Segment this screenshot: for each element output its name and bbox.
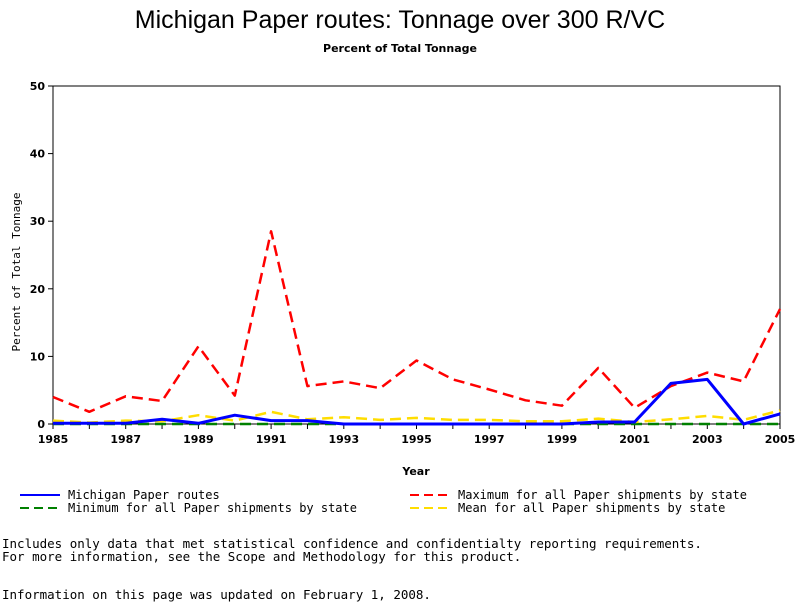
legend-item-mean: Mean for all Paper shipments by state xyxy=(410,501,725,515)
series-layer xyxy=(52,230,782,426)
y-tick-label: 20 xyxy=(30,283,46,296)
x-axis: 1985 1987 1989 1991 1993 1995 1997 1999 2001 2003… xyxy=(38,424,796,446)
legend-item-minimum: Minimum for all Paper shipments by state xyxy=(20,501,357,515)
footnote-methodology: For more information, see the Scope and … xyxy=(2,549,522,564)
x-tick-label: 1987 xyxy=(110,433,141,446)
y-tick-label: 50 xyxy=(30,80,46,93)
legend-label: Mean for all Paper shipments by state xyxy=(458,501,726,515)
legend-swatch xyxy=(410,507,450,509)
footnote-confidence: Includes only data that met statistical … xyxy=(2,536,702,551)
legend-swatch xyxy=(410,494,450,496)
x-tick-label: 1993 xyxy=(328,433,359,446)
y-axis: 0 10 20 30 40 50 xyxy=(30,80,53,431)
x-tick-label: 1997 xyxy=(474,433,505,446)
legend-item-maximum: Maximum for all Paper shipments by state xyxy=(410,488,747,502)
legend-swatch xyxy=(20,494,60,496)
y-tick-label: 40 xyxy=(30,148,46,161)
y-axis-label: Percent of Total Tonnage xyxy=(10,193,23,352)
legend-swatch xyxy=(20,507,60,509)
chart-title: Michigan Paper routes: Tonnage over 300 … xyxy=(134,6,666,34)
legend-label: Michigan Paper routes xyxy=(68,488,220,502)
plot-area-frame xyxy=(52,85,781,425)
legend-label: Minimum for all Paper shipments by state xyxy=(68,501,357,515)
x-tick-label: 1991 xyxy=(256,433,287,446)
x-tick-label: 1989 xyxy=(183,433,214,446)
y-tick-label: 10 xyxy=(30,350,46,363)
x-tick-label: 2005 xyxy=(765,433,796,446)
x-axis-label: Year xyxy=(401,465,430,478)
legend-item-michigan: Michigan Paper routes xyxy=(20,488,220,502)
x-tick-label: 1985 xyxy=(38,433,69,446)
x-tick-label: 2003 xyxy=(692,433,723,446)
y-tick-label: 0 xyxy=(37,418,45,431)
series-line-1 xyxy=(52,230,782,414)
footnote-updated: Information on this page was updated on … xyxy=(2,587,431,602)
x-tick-label: 2001 xyxy=(619,433,650,446)
x-tick-label: 1999 xyxy=(547,433,578,446)
x-tick-label: 1995 xyxy=(401,433,432,446)
y-tick-label: 30 xyxy=(30,215,46,228)
chart-subtitle: Percent of Total Tonnage xyxy=(323,42,477,55)
legend-label: Maximum for all Paper shipments by state xyxy=(458,488,747,502)
series-line-0 xyxy=(53,377,781,426)
